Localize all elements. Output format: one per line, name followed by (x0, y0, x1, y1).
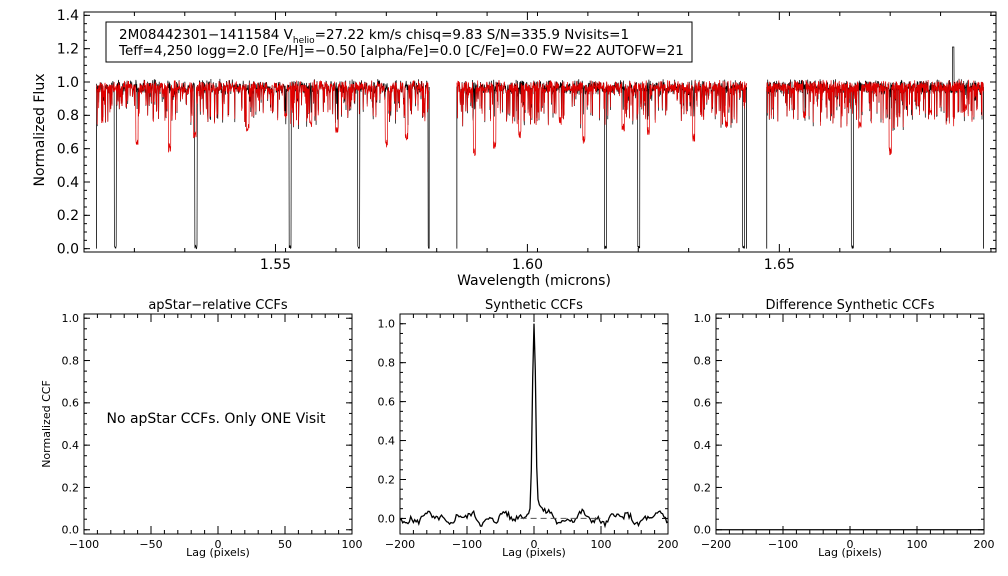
spectrum-y-tick-label: 0.4 (57, 175, 79, 191)
apstar-ccf-y-tick-label: 0.6 (62, 397, 80, 410)
spectrum-y-ticks: 0.0 0.2 0.4 0.6 0.8 1.0 1.2 1.4 (57, 8, 996, 258)
difference-ccf-y-tick-label: 0.4 (694, 439, 712, 452)
apstar-ccf-y-tick-label: 0.8 (62, 354, 80, 367)
model-spectrum-series (96, 79, 984, 157)
apstar-ccf-x-tick-label: 50 (278, 538, 292, 551)
spectrum-x-tick-label: 1.65 (764, 257, 795, 273)
spectrum-y-tick-label: 1.0 (57, 75, 79, 91)
spectrum-x-tick-label: 1.60 (512, 257, 543, 273)
spectrum-y-tick-label: 0.0 (57, 242, 79, 258)
difference-ccf-y-tick-label: 0.2 (694, 481, 712, 494)
difference-ccf-frame (715, 313, 985, 535)
apstar-ccf-y-tick-label: 0.2 (62, 481, 80, 494)
difference-ccf-panel: 0.0 0.2 0.4 0.6 0.8 1.0 −200 −100 0 100 200 Diffe… (694, 298, 995, 559)
difference-ccf-y-tick-label: 0.8 (694, 354, 712, 367)
apstar-ccf-y-ticks: 0.0 0.2 0.4 0.6 0.8 1.0 (62, 312, 352, 537)
difference-ccf-x-tick-label: 0 (847, 538, 854, 551)
spectrum-y-tick-label: 0.8 (57, 108, 79, 124)
apstar-ccf-message: No apStar CCFs. Only ONE Visit (106, 411, 326, 427)
synthetic-ccf-x-tick-label: −100 (452, 538, 482, 551)
difference-ccf-x-tick-label: 100 (907, 538, 928, 551)
apstar-ccf-y-tick-label: 0.0 (62, 524, 80, 537)
spectrum-y-tick-label: 0.2 (57, 208, 79, 224)
apstar-ccf-title: apStar−relative CCFs (148, 298, 288, 313)
synthetic-ccf-x-tick-label: −200 (385, 538, 415, 551)
synthetic-ccf-y-tick-label: 1.0 (378, 318, 396, 331)
difference-ccf-y-tick-label: 0.6 (694, 397, 712, 410)
info-line-1-subscript: helio (293, 36, 315, 46)
difference-ccf-x-tick-label: 200 (974, 538, 995, 551)
spectrum-info-box (105, 21, 693, 63)
synthetic-ccf-y-tick-label: 0.2 (378, 473, 396, 486)
spectrum-y-tick-label: 1.4 (57, 8, 79, 24)
synthetic-ccf-y-tick-label: 0.6 (378, 395, 396, 408)
ccf-y-axis-label: Normalized CCF (40, 380, 53, 468)
synthetic-ccf-series (399, 323, 669, 529)
synthetic-ccf-panel: 0.0 0.2 0.4 0.6 0.8 1.0 −200 −100 0 100 200 Synth… (378, 298, 679, 559)
info-line-1-star-id: 2M08442301−1411584 V (119, 27, 294, 43)
difference-ccf-y-tick-label: 1.0 (694, 312, 712, 325)
synthetic-ccf-x-tick-label: 200 (658, 538, 679, 551)
difference-ccf-y-tick-label: 0.0 (694, 524, 712, 537)
synthetic-ccf-x-ticks: −200 −100 0 100 200 (385, 314, 679, 551)
apstar-ccf-x-tick-label: 0 (215, 538, 222, 551)
synthetic-ccf-x-tick-label: 100 (591, 538, 612, 551)
difference-ccf-x-tick-label: −200 (701, 538, 731, 551)
apstar-ccf-y-tick-label: 1.0 (62, 312, 80, 325)
synthetic-ccf-y-tick-label: 0.8 (378, 357, 396, 370)
spectrum-y-tick-label: 0.6 (57, 142, 79, 158)
model-spectrum-line-chip-1 (96, 79, 430, 154)
spectrum-y-tick-label: 1.2 (57, 42, 79, 58)
difference-ccf-x-tick-label: −100 (768, 538, 798, 551)
synthetic-ccf-line (399, 323, 669, 529)
info-line-1-values: =27.22 km/s chisq=9.83 S/N=335.9 Nvisits… (315, 27, 629, 43)
apstar-ccf-x-ticks: −100 −50 0 50 100 (69, 314, 363, 551)
observed-spectrum-series (96, 46, 984, 250)
apstar-ccf-panel: 0.0 0.2 0.4 0.6 0.8 1.0 −100 −50 0 50 100 apStar−… (40, 298, 363, 559)
apstar-ccf-x-tick-label: 100 (342, 538, 363, 551)
observed-spectrum-line-chip-3 (766, 46, 984, 249)
spectrum-x-ticks: 1.55 1.60 1.65 (83, 12, 992, 273)
synthetic-ccf-y-tick-label: 0.0 (378, 512, 396, 525)
difference-ccf-y-ticks: 0.0 0.2 0.4 0.6 0.8 1.0 (694, 312, 984, 537)
difference-ccf-title: Difference Synthetic CCFs (765, 298, 934, 313)
spectrum-y-axis-label: Normalized Flux (32, 74, 48, 187)
synthetic-ccf-title: Synthetic CCFs (485, 298, 583, 313)
spectrum-x-tick-label: 1.55 (260, 257, 291, 273)
info-line-2: Teff=4,250 logg=2.0 [Fe/H]=−0.50 [alpha/… (118, 43, 684, 59)
synthetic-ccf-x-axis-label: Lag (pixels) (502, 546, 566, 559)
synthetic-ccf-y-ticks: 0.0 0.2 0.4 0.6 0.8 1.0 (378, 313, 668, 525)
spectrum-panel: 0.0 0.2 0.4 0.6 0.8 1.0 1.2 1.4 1.55 1.60 1.65 2M… (32, 8, 997, 289)
spectrum-x-axis-label: Wavelength (microns) (457, 273, 611, 289)
model-spectrum-line-chip-3 (766, 79, 984, 156)
apstar-ccf-x-tick-label: −100 (69, 538, 99, 551)
synthetic-ccf-x-tick-label: 0 (531, 538, 538, 551)
apstar-ccf-x-axis-label: Lag (pixels) (186, 546, 250, 559)
difference-ccf-x-ticks: −200 −100 0 100 200 (701, 314, 995, 551)
synthetic-ccf-y-tick-label: 0.4 (378, 434, 396, 447)
difference-ccf-x-axis-label: Lag (pixels) (818, 546, 882, 559)
model-spectrum-line-chip-2 (456, 79, 747, 157)
apstar-ccf-y-tick-label: 0.4 (62, 439, 80, 452)
apstar-ccf-x-tick-label: −50 (139, 538, 162, 551)
info-line-1: 2M08442301−1411584 Vhelio=27.22 km/s chi… (119, 27, 629, 46)
